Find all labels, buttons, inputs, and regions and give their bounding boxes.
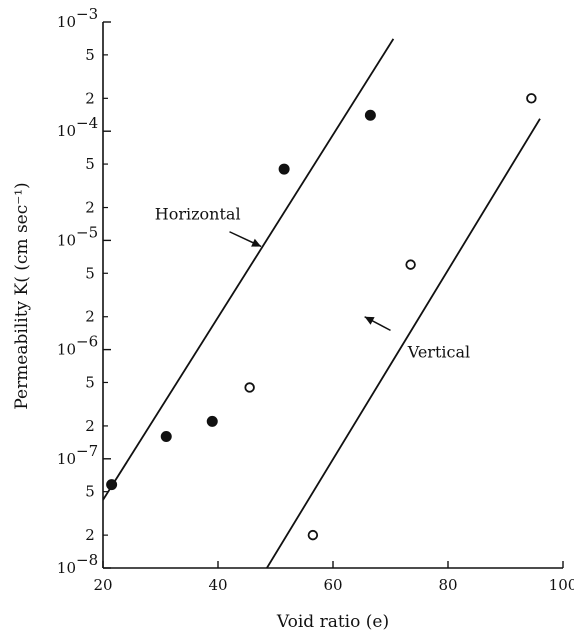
horizontal-annotation-label: Horizontal [155, 205, 241, 224]
y-tick-label: 10 [57, 341, 76, 359]
vertical-point [244, 382, 255, 393]
horizontal-point [106, 479, 118, 491]
y-axis-title: Permeability K( (cm sec⁻¹) [12, 182, 32, 409]
fit-lines [103, 38, 541, 568]
vertical-point [405, 259, 416, 270]
y-tick-minor-label: 5 [85, 264, 95, 282]
x-tick-label: 60 [323, 576, 342, 594]
y-tick-exponent: −4 [76, 114, 98, 132]
x-tick-label: 40 [208, 576, 227, 594]
y-tick-minor-label: 5 [85, 46, 95, 64]
y-tick-exponent: −5 [76, 223, 98, 241]
horizontal-fit-line [103, 38, 395, 501]
y-tick-exponent: −6 [76, 333, 98, 351]
y-tick-exponent: −7 [76, 442, 98, 460]
vertical-annotation-label: Vertical [407, 342, 470, 361]
y-tick-minor-label: 2 [85, 526, 95, 544]
vertical-fit-line [266, 118, 541, 568]
y-tick-minor-label: 5 [85, 155, 95, 173]
axes [102, 22, 563, 569]
y-tick-minor-label: 5 [85, 483, 95, 501]
x-tick-label: 20 [93, 576, 112, 594]
horizontal-point [278, 163, 290, 175]
y-tick-minor-label: 5 [85, 373, 95, 391]
x-tick-label: 100 [549, 576, 574, 594]
data-points [106, 93, 537, 541]
y-tick-label: 10 [57, 231, 76, 249]
annotations: Horizontal Vertical [155, 205, 470, 362]
horizontal-arrowhead [251, 238, 262, 247]
x-tick-label: 80 [438, 576, 457, 594]
y-tick-minor-label: 2 [85, 308, 95, 326]
y-tick-minor-label: 2 [85, 89, 95, 107]
horizontal-point [160, 431, 172, 443]
vertical-arrowhead [364, 316, 375, 325]
horizontal-point [206, 415, 218, 427]
y-tick-minor-label: 2 [85, 417, 95, 435]
horizontal-point [364, 109, 376, 121]
x-axis-title: Void ratio (e) [276, 612, 389, 632]
y-tick-minor-label: 2 [85, 199, 95, 217]
y-tick-exponent: −3 [76, 5, 98, 23]
y-tick-label: 10 [57, 450, 76, 468]
vertical-point [526, 93, 537, 104]
y-tick-label: 10 [57, 122, 76, 140]
y-tick-exponent: −8 [76, 551, 98, 569]
y-tick-label: 10 [57, 559, 76, 577]
y-tick-label: 10 [57, 13, 76, 31]
vertical-point [307, 529, 319, 541]
